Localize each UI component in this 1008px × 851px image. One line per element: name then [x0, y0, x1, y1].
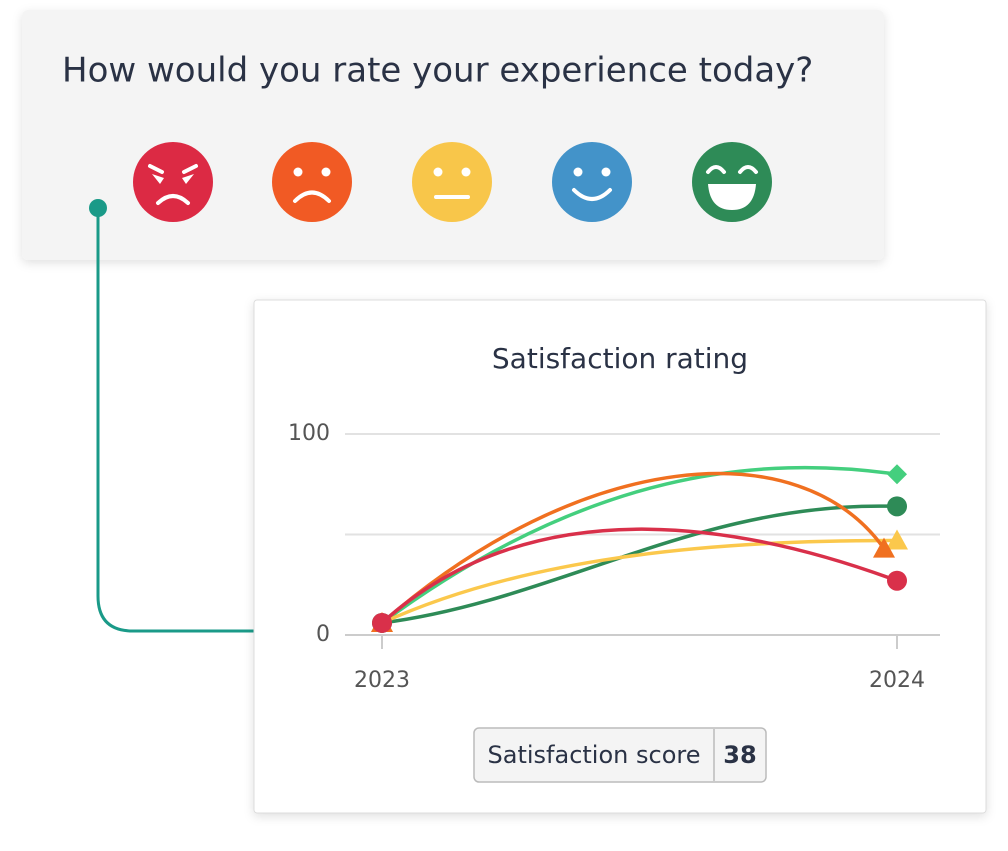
- survey-card: [22, 10, 884, 260]
- score-value: 38: [723, 741, 756, 769]
- series-line: [380, 471, 886, 625]
- x-tick-label: 2024: [869, 668, 925, 693]
- score-label: Satisfaction score: [488, 741, 701, 769]
- score-badge: Satisfaction score 38: [473, 727, 767, 783]
- point: [873, 537, 895, 558]
- point: [887, 464, 907, 485]
- y-tick-label: 100: [288, 421, 330, 446]
- rating-neutral[interactable]: [412, 142, 492, 222]
- plot: 0 100 2023 2024: [288, 421, 940, 693]
- point: [886, 529, 908, 550]
- point: [887, 570, 907, 591]
- chart-title: Satisfaction rating: [492, 342, 748, 375]
- x-tick-label: 2023: [354, 668, 410, 693]
- rating-sad[interactable]: [272, 142, 352, 222]
- rating-very-happy[interactable]: [692, 142, 772, 222]
- y-tick-label: 0: [316, 622, 330, 647]
- series-line: [381, 504, 898, 625]
- point: [887, 496, 907, 517]
- survey-question: How would you rate your experience today…: [62, 51, 813, 91]
- series-line: [381, 538, 898, 625]
- point: [372, 612, 392, 633]
- rating-happy[interactable]: [552, 142, 632, 222]
- rating-angry[interactable]: [133, 142, 213, 222]
- series-line: [380, 527, 898, 625]
